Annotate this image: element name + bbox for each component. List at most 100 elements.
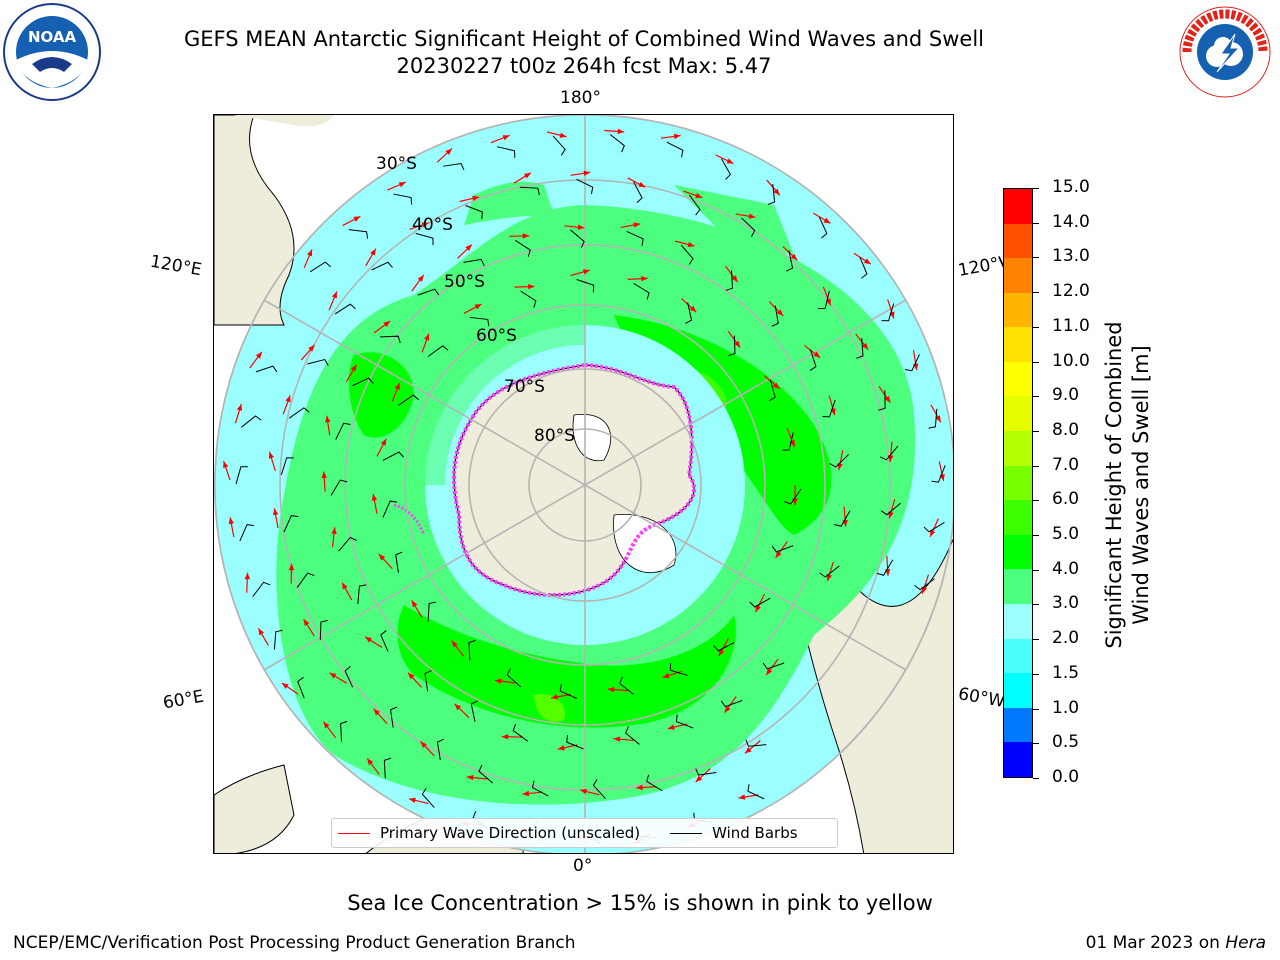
- wind-barb: [819, 565, 840, 578]
- colorbar-tick-mark: [1033, 257, 1039, 259]
- colorbar-tick-label: 1.0: [1052, 697, 1080, 718]
- wave-direction-arrowhead: [501, 734, 509, 740]
- colorbar-tick-mark: [1033, 500, 1039, 502]
- wind-barb: [822, 399, 836, 418]
- wind-barb: [720, 700, 743, 708]
- wind-barb: [713, 642, 735, 652]
- wind-barb: [725, 270, 733, 291]
- wind-barb: [252, 581, 271, 598]
- wave-direction-arrowhead: [420, 741, 427, 748]
- wave-direction-arrowhead: [633, 222, 641, 228]
- colorbar-tick-mark: [1033, 673, 1039, 675]
- colorbar-segment: [1004, 742, 1032, 777]
- wave-direction-arrowhead: [550, 694, 558, 700]
- lon-label-60e: 60°E: [161, 686, 206, 714]
- wave-direction-arrowhead: [255, 351, 262, 359]
- wind-barb: [417, 288, 440, 296]
- legend-swatch-red-line: [338, 832, 370, 834]
- wind-barb: [923, 522, 945, 533]
- lat-label-60s: 60°S: [476, 326, 517, 346]
- wind-barb: [771, 545, 794, 553]
- wave-direction-arrowhead: [323, 721, 330, 729]
- wind-barb: [436, 738, 444, 760]
- wind-barb: [745, 739, 767, 747]
- wind-barb: [818, 216, 828, 239]
- wave-direction-arrowhead: [636, 784, 643, 791]
- wave-direction-arrowhead: [223, 461, 229, 469]
- wind-barb: [749, 597, 771, 608]
- colorbar-segment: [1004, 534, 1032, 570]
- noaa-logo: NOAA: [3, 3, 101, 101]
- wind-barb: [685, 302, 693, 324]
- wind-barb: [747, 784, 765, 800]
- colorbar-tick-label: 8.0: [1052, 419, 1080, 440]
- wind-barb: [357, 584, 367, 605]
- wind-barb: [514, 239, 531, 257]
- wind-barb: [675, 714, 694, 729]
- wave-direction-arrowhead: [724, 705, 731, 713]
- wave-direction-arrowhead: [228, 517, 235, 525]
- wind-barb: [741, 217, 756, 237]
- wind-barb: [879, 445, 899, 461]
- wave-direction-arrowhead: [766, 668, 773, 676]
- wind-barb: [340, 720, 348, 742]
- wave-direction-arrowhead: [837, 463, 843, 471]
- wind-barb: [809, 349, 817, 371]
- wind-barb: [465, 205, 483, 219]
- legend-label-wave-direction: Primary Wave Direction (unscaled): [380, 824, 641, 842]
- wave-direction-arrowhead: [380, 438, 387, 446]
- colorbar-title-line2: Wind Waves and Swell [m]: [1129, 345, 1153, 625]
- wind-barb: [273, 629, 283, 650]
- wind-barb: [506, 668, 522, 688]
- wave-direction-arrowhead: [582, 269, 590, 275]
- wind-barb: [235, 466, 248, 485]
- wind-barb: [570, 229, 585, 249]
- colorbar-segment: [1004, 327, 1032, 362]
- wind-barb: [520, 290, 537, 308]
- wind-barb: [609, 134, 625, 153]
- wind-barb: [559, 684, 577, 699]
- colorbar-tick-label: 11.0: [1052, 315, 1090, 336]
- lat-label-50s: 50°S: [444, 272, 485, 292]
- colorbar-tick-mark: [1033, 743, 1039, 745]
- wind-barb: [390, 706, 398, 728]
- wind-barb: [633, 181, 643, 204]
- colorbar-segment: [1004, 707, 1032, 743]
- colorbar-segment: [1004, 223, 1032, 259]
- map-legend: Primary Wave Direction (unscaled) Wind B…: [331, 818, 838, 848]
- wind-barb: [421, 788, 435, 808]
- wave-direction-arrowhead: [244, 572, 251, 580]
- wave-direction-arrowhead: [451, 640, 458, 648]
- footer-host: Hera: [1225, 933, 1266, 953]
- wind-barb: [496, 146, 516, 158]
- lon-label-60w: 60°W: [956, 684, 1007, 712]
- lat-label-30s: 30°S: [376, 154, 417, 174]
- wind-barb: [818, 290, 830, 310]
- wave-direction-arrowhead: [474, 304, 482, 310]
- colorbar-tick-label: 1.5: [1052, 662, 1080, 683]
- wind-barb: [646, 774, 663, 792]
- legend-label-wind-barbs: Wind Barbs: [712, 824, 798, 842]
- wind-barb: [478, 764, 493, 784]
- colorbar-tick-mark: [1033, 604, 1039, 606]
- wind-barb: [382, 451, 405, 461]
- wind-barb: [728, 335, 736, 357]
- wave-direction-arrowhead: [773, 188, 780, 196]
- wave-direction-arrowhead: [695, 192, 703, 199]
- wind-barb: [352, 377, 374, 387]
- wind-barb: [398, 394, 419, 406]
- wind-barb: [309, 261, 331, 273]
- wind-barb: [335, 422, 351, 440]
- graticule: [214, 115, 953, 853]
- wind-barb: [380, 630, 389, 652]
- chart-subtitle-run: 20230227 t00z 264h fcst Max: 5.47: [396, 54, 772, 78]
- wave-direction-arrowhead: [888, 511, 894, 519]
- colorbar-tick-mark: [1033, 222, 1039, 224]
- sea-ice-edge: [452, 362, 696, 597]
- wave-direction-arrowhead: [417, 275, 424, 282]
- wind-barb: [680, 244, 694, 265]
- wind-barb: [566, 735, 584, 750]
- wind-barb: [782, 432, 794, 451]
- wave-direction-arrowhead: [748, 213, 756, 219]
- wind-barb: [762, 662, 785, 670]
